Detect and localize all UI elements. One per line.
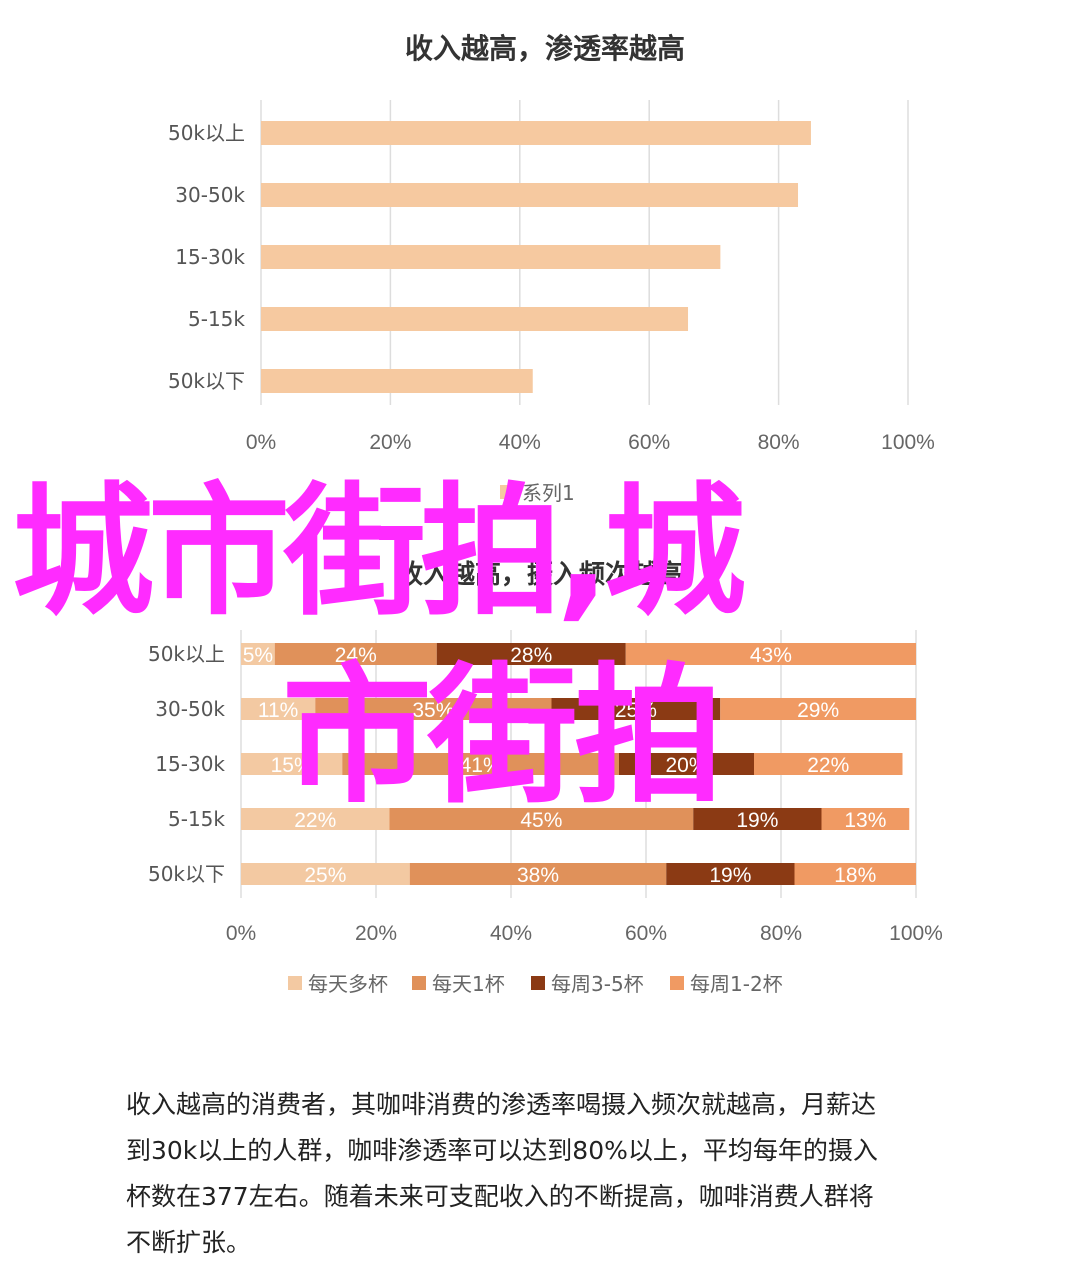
chart2-bar-segment — [241, 643, 275, 665]
chart1-category-label: 30-50k — [175, 183, 245, 207]
chart1-bar — [261, 369, 533, 393]
chart2-data-label: 13% — [844, 809, 886, 832]
chart2-bar-segment — [274, 643, 437, 665]
chart1-bars — [261, 121, 811, 393]
overlay-text-line2: 市街拍 — [282, 650, 724, 824]
chart2-x-tick: 100% — [889, 922, 943, 945]
chart2-bar-segment — [241, 863, 410, 885]
chart2-x-tick: 60% — [625, 922, 667, 945]
chart2-bar-segment — [821, 808, 910, 830]
chart2-bars: 5% 24% 28% 43% 11% 35% 25% 29% 15% 41% 20% 22% 22% 45… — [241, 643, 916, 887]
chart2-bar-segment — [693, 808, 822, 830]
chart2-legend: 每天多杯 每天1杯 每周3-5杯 每周1-2杯 — [288, 972, 783, 996]
chart2-data-label: 19% — [709, 864, 751, 887]
chart1-title: 收入越高，渗透率越高 — [405, 32, 685, 65]
chart2-legend-label: 每天1杯 — [432, 972, 505, 996]
chart2-bar-segment — [436, 643, 626, 665]
chart2-data-label: 15% — [271, 754, 313, 777]
chart2-x-tick: 80% — [760, 922, 802, 945]
chart2-bar-segment — [619, 753, 754, 775]
chart2-bar-segment — [794, 863, 916, 885]
chart2-data-label: 35% — [412, 699, 454, 722]
chart2-legend-swatch — [412, 976, 426, 990]
chart1-legend: 系列1 — [500, 481, 575, 505]
chart2-data-label: 22% — [294, 809, 336, 832]
caption-line-2: 到30k以上的人群，咖啡渗透率可以达到80%以上，平均每年的摄入 — [126, 1136, 878, 1165]
chart1-bar — [261, 183, 799, 207]
chart2-category-label: 50k以下 — [148, 862, 225, 886]
chart2-bar-segment — [241, 753, 343, 775]
chart2-bar-segment — [315, 698, 552, 720]
chart1-bar — [261, 307, 689, 331]
chart1-legend-swatch — [500, 485, 514, 499]
chart1-x-tick: 0% — [246, 431, 276, 454]
chart2-data-label: 29% — [797, 699, 839, 722]
caption-line-3: 杯数在377左右。随着未来可支配收入的不断提高，咖啡消费人群将 — [126, 1182, 874, 1211]
chart2-category-label: 50k以上 — [148, 642, 225, 666]
chart1-bar — [261, 121, 811, 145]
chart1-bar — [261, 245, 721, 269]
chart1-category-label: 50k以上 — [168, 121, 245, 145]
chart2-title: 收入越高，摄入频次越高 — [397, 559, 683, 590]
chart2-data-label: 24% — [335, 644, 377, 667]
chart2-category-label: 5-15k — [168, 807, 225, 831]
chart2-bar-segment — [625, 643, 916, 665]
chart2-bar-segment — [409, 863, 667, 885]
chart2-legend-label: 每周3-5杯 — [551, 972, 644, 996]
chart1-x-tick: 20% — [369, 431, 411, 454]
chart1-legend-label: 系列1 — [522, 481, 575, 505]
chart2-data-label: 25% — [304, 864, 346, 887]
chart2-data-label: 20% — [665, 754, 707, 777]
chart1-x-tick: 60% — [628, 431, 670, 454]
chart2-data-label: 38% — [517, 864, 559, 887]
penetration-chart: 收入越高，渗透率越高 50k以上 30-50k 15-30k 5-15k 50k以下 0… — [168, 32, 935, 505]
chart2-data-label: 19% — [736, 809, 778, 832]
chart2-bar-segment — [666, 863, 795, 885]
chart2-bar-segment — [720, 698, 916, 720]
chart2-legend-swatch — [670, 976, 684, 990]
chart2-data-label: 25% — [615, 699, 657, 722]
chart1-category-label: 5-15k — [188, 307, 245, 331]
chart1-category-labels: 50k以上 30-50k 15-30k 5-15k 50k以下 — [168, 121, 245, 393]
overlay-text-line1: 城市街拍,城 — [12, 470, 746, 635]
caption-paragraph: 收入越高的消费者，其咖啡消费的渗透率喝摄入频次就越高，月薪达 到30k以上的人群… — [126, 1082, 976, 1266]
chart1-x-tick: 100% — [881, 431, 935, 454]
chart1-category-label: 15-30k — [175, 245, 245, 269]
caption-line-4: 不断扩张。 — [126, 1228, 252, 1257]
chart1-x-tick: 40% — [499, 431, 541, 454]
chart2-bar-segment — [551, 698, 721, 720]
chart2-data-label: 22% — [807, 754, 849, 777]
chart2-legend-swatch — [288, 976, 302, 990]
chart2-category-label: 15-30k — [155, 752, 225, 776]
chart2-data-label: 45% — [520, 809, 562, 832]
caption-line-1: 收入越高的消费者，其咖啡消费的渗透率喝摄入频次就越高，月薪达 — [126, 1090, 877, 1119]
chart2-bar-segment — [241, 698, 316, 720]
chart2-x-tick: 40% — [490, 922, 532, 945]
chart2-bar-segment — [342, 753, 619, 775]
chart2-legend-label: 每周1-2杯 — [690, 972, 783, 996]
chart2-data-label: 11% — [258, 699, 298, 722]
chart2-legend-label: 每天多杯 — [308, 972, 388, 996]
chart2-bar-segment — [241, 808, 390, 830]
chart2-data-label: 41% — [460, 754, 502, 777]
chart2-category-labels: 50k以上 30-50k 15-30k 5-15k 50k以下 — [148, 642, 225, 886]
chart2-data-label: 43% — [750, 644, 792, 667]
chart1-x-tick: 80% — [758, 431, 800, 454]
chart2-x-tick: 20% — [355, 922, 397, 945]
frequency-chart: 收入越高，摄入频次越高 50k以上30-50k15-30k5-15k50k以下 … — [148, 559, 943, 996]
chart2-bar-segment — [389, 808, 694, 830]
chart2-x-tick: 0% — [226, 922, 256, 945]
chart2-category-label: 30-50k — [155, 697, 225, 721]
chart2-data-label: 28% — [510, 644, 552, 667]
chart2-bar-segment — [754, 753, 903, 775]
chart2-data-label: 5% — [243, 644, 273, 667]
chart1-category-label: 50k以下 — [168, 369, 245, 393]
chart2-legend-swatch — [531, 976, 545, 990]
chart1-x-ticks: 0% 20% 40% 60% 80% 100% — [246, 431, 935, 454]
chart2-x-ticks: 0% 20% 40% 60% 80% 100% — [226, 922, 943, 945]
chart2-data-label: 18% — [834, 864, 876, 887]
